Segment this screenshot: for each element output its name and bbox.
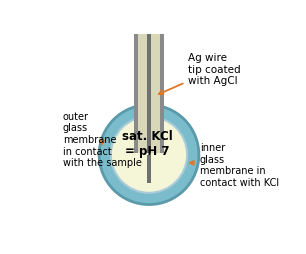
Bar [138,34,160,153]
Bar [134,34,164,153]
Bar [159,34,164,153]
Text: Ag wire
tip coated
with AgCl: Ag wire tip coated with AgCl [159,53,241,94]
Bar [147,155,151,183]
Bar [159,34,164,155]
Bar [134,34,139,153]
Circle shape [111,117,187,193]
Text: sat. KCl
= pH 7: sat. KCl = pH 7 [122,130,172,158]
Bar [134,34,164,155]
Bar [134,34,139,155]
Bar [147,34,151,153]
Text: inner
glass
membrane in
contact with KCl: inner glass membrane in contact with KCl [190,143,279,188]
Bar [147,34,151,157]
Text: outer
glass
membrane
in contact
with the sample: outer glass membrane in contact with the… [63,112,142,168]
Bar [138,34,160,155]
Circle shape [99,105,199,204]
